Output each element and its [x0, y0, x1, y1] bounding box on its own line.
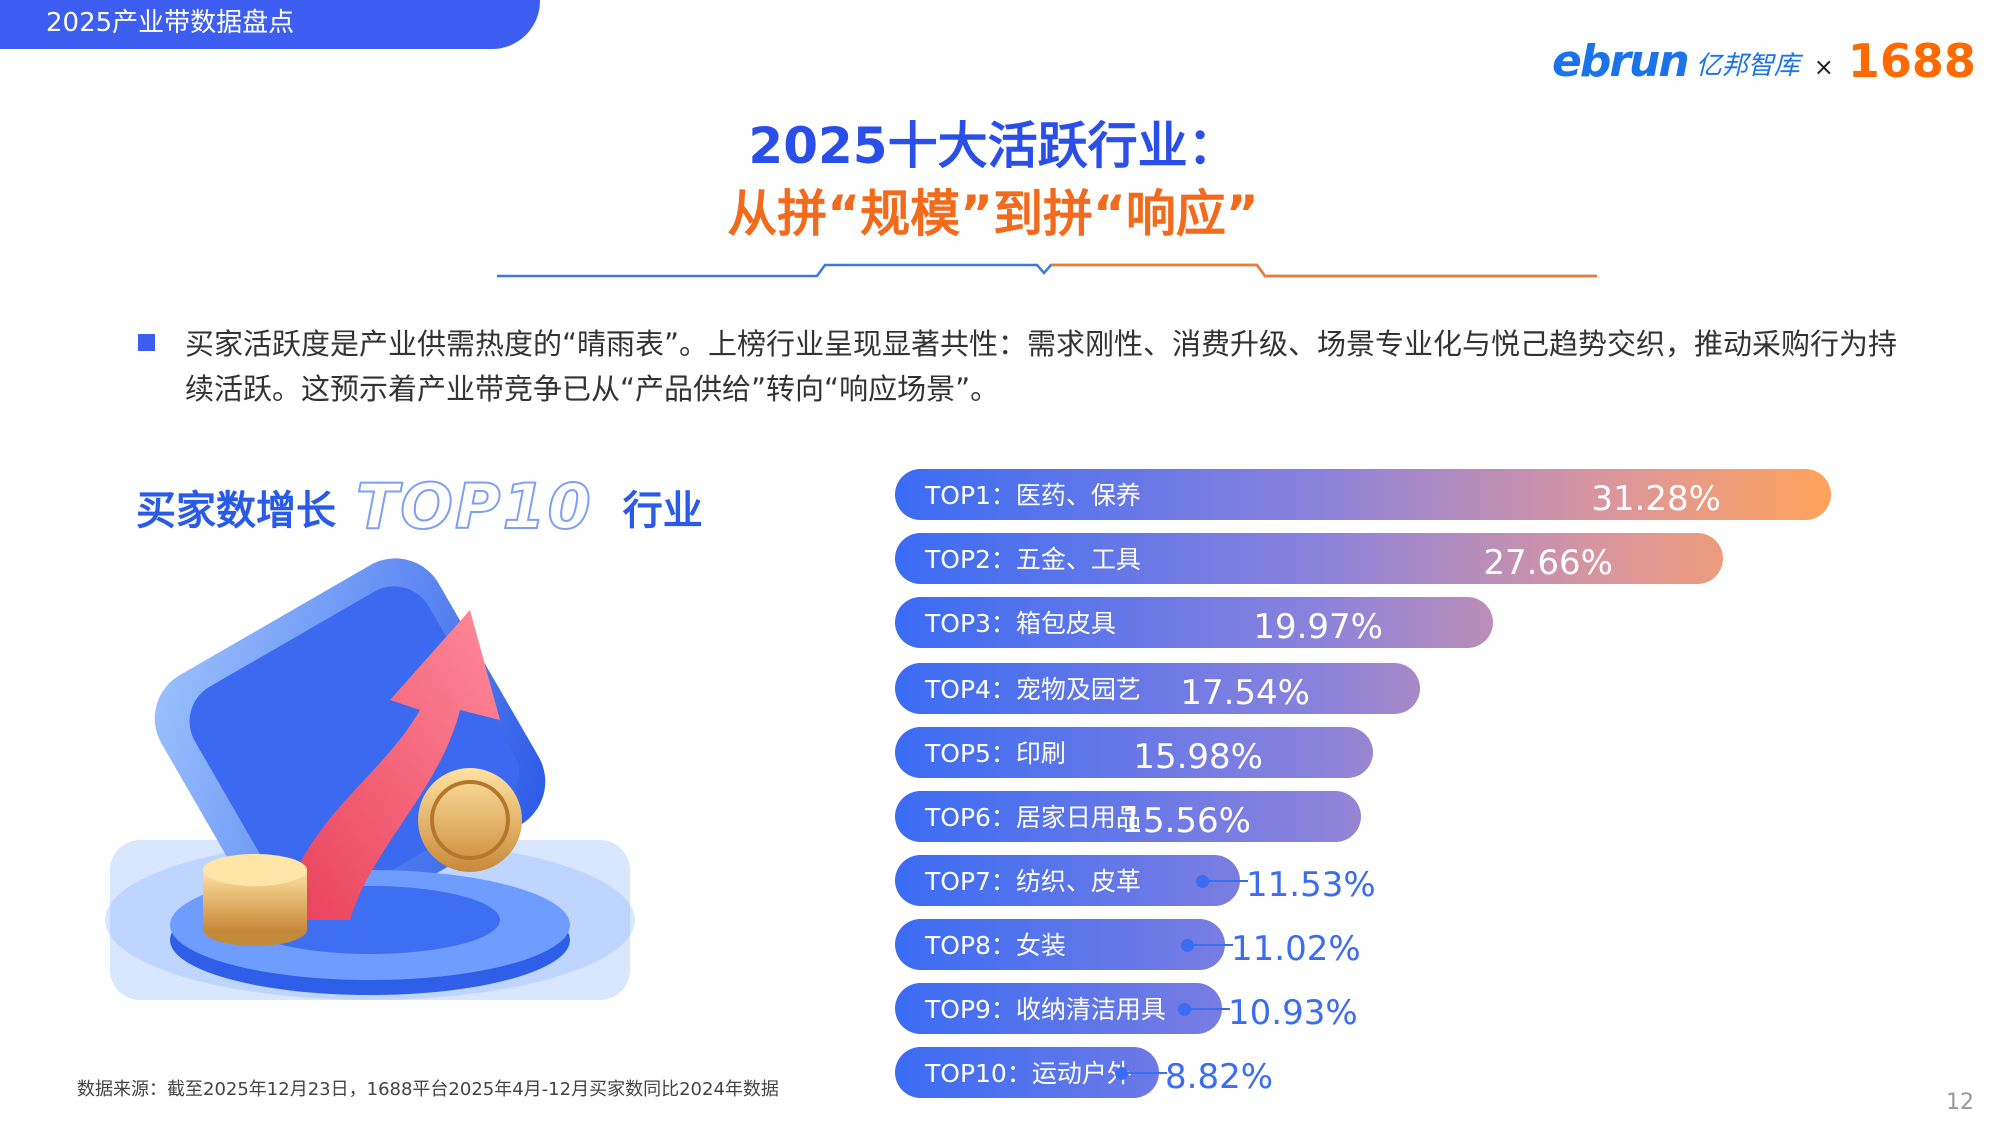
- bar-value: 11.53%: [1246, 865, 1376, 905]
- partner-logo: 1688: [1847, 34, 1976, 88]
- ebrun-logo: ebrun: [1552, 36, 1690, 87]
- ebrun-cn-logo: 亿邦智库: [1695, 51, 1800, 81]
- bar-label: TOP8：女装: [925, 931, 1066, 960]
- value-leader-line: [1187, 944, 1233, 946]
- bar-1: TOP1：医药、保养 31.28%: [895, 469, 1831, 520]
- bar-value: 15.56%: [1121, 801, 1251, 841]
- bar-3: TOP3：箱包皮具 19.97%: [895, 597, 1493, 648]
- bar-label: TOP2：五金、工具: [925, 545, 1141, 574]
- page-subtitle: 从拼“规模”到拼“响应”: [727, 185, 1259, 243]
- bar-7: TOP7：纺织、皮革: [895, 855, 1240, 906]
- bar-label: TOP10：运动户外: [925, 1059, 1132, 1088]
- bar-10: TOP10：运动户外: [895, 1047, 1159, 1098]
- bar-value: 19.97%: [1253, 607, 1383, 647]
- growth-illustration: [105, 558, 635, 1000]
- value-leader-line: [1121, 1072, 1167, 1074]
- bar-5: TOP5：印刷 15.98%: [895, 727, 1373, 778]
- bar-value: 10.93%: [1228, 993, 1358, 1033]
- bar-label: TOP4：宠物及园艺: [925, 675, 1141, 704]
- bullet-icon: [138, 334, 155, 351]
- data-source-note: 数据来源：截至2025年12月23日，1688平台2025年4月-12月买家数同…: [77, 1079, 779, 1100]
- page-title: 2025十大活跃行业：: [748, 117, 1238, 175]
- title-divider: [497, 263, 1597, 278]
- bar-2: TOP2：五金、工具 27.66%: [895, 533, 1723, 584]
- bar-value: 11.02%: [1231, 929, 1361, 969]
- section-tab: 2025产业带数据盘点: [0, 0, 540, 49]
- chart-heading: 买家数增长 TOP10 行业: [136, 469, 703, 544]
- brand-logo: ebrun 亿邦智库 × 1688: [1552, 36, 1976, 86]
- value-leader-line: [1184, 1008, 1230, 1010]
- bar-label: TOP3：箱包皮具: [925, 609, 1116, 638]
- bar-label: TOP1：医药、保养: [925, 481, 1141, 510]
- page-number: 12: [1946, 1090, 1974, 1115]
- intro-paragraph: 买家活跃度是产业供需热度的“晴雨表”。上榜行业呈现显著共性：需求刚性、消费升级、…: [185, 327, 1898, 406]
- bar-value: 27.66%: [1483, 543, 1613, 583]
- bar-value: 17.54%: [1180, 673, 1310, 713]
- bar-6: TOP6：居家日用品 15.56%: [895, 791, 1361, 842]
- heading-pre: 买家数增长: [136, 487, 336, 534]
- value-leader-line: [1202, 880, 1248, 882]
- bar-value: 8.82%: [1165, 1057, 1274, 1097]
- bar-label: TOP7：纺织、皮革: [925, 867, 1141, 896]
- bar-9: TOP9：收纳清洁用具: [895, 983, 1222, 1034]
- heading-post: 行业: [622, 487, 703, 534]
- bar-label: TOP5：印刷: [925, 739, 1066, 768]
- bar-label: TOP6：居家日用品: [925, 803, 1141, 832]
- heading-top10: TOP10: [355, 469, 593, 544]
- bar-label: TOP9：收纳清洁用具: [925, 995, 1166, 1024]
- times-sign: ×: [1813, 53, 1834, 81]
- bar-4: TOP4：宠物及园艺 17.54%: [895, 663, 1420, 714]
- bar-value: 31.28%: [1591, 479, 1721, 519]
- bar-value: 15.98%: [1133, 737, 1263, 777]
- bar-8: TOP8：女装: [895, 919, 1225, 970]
